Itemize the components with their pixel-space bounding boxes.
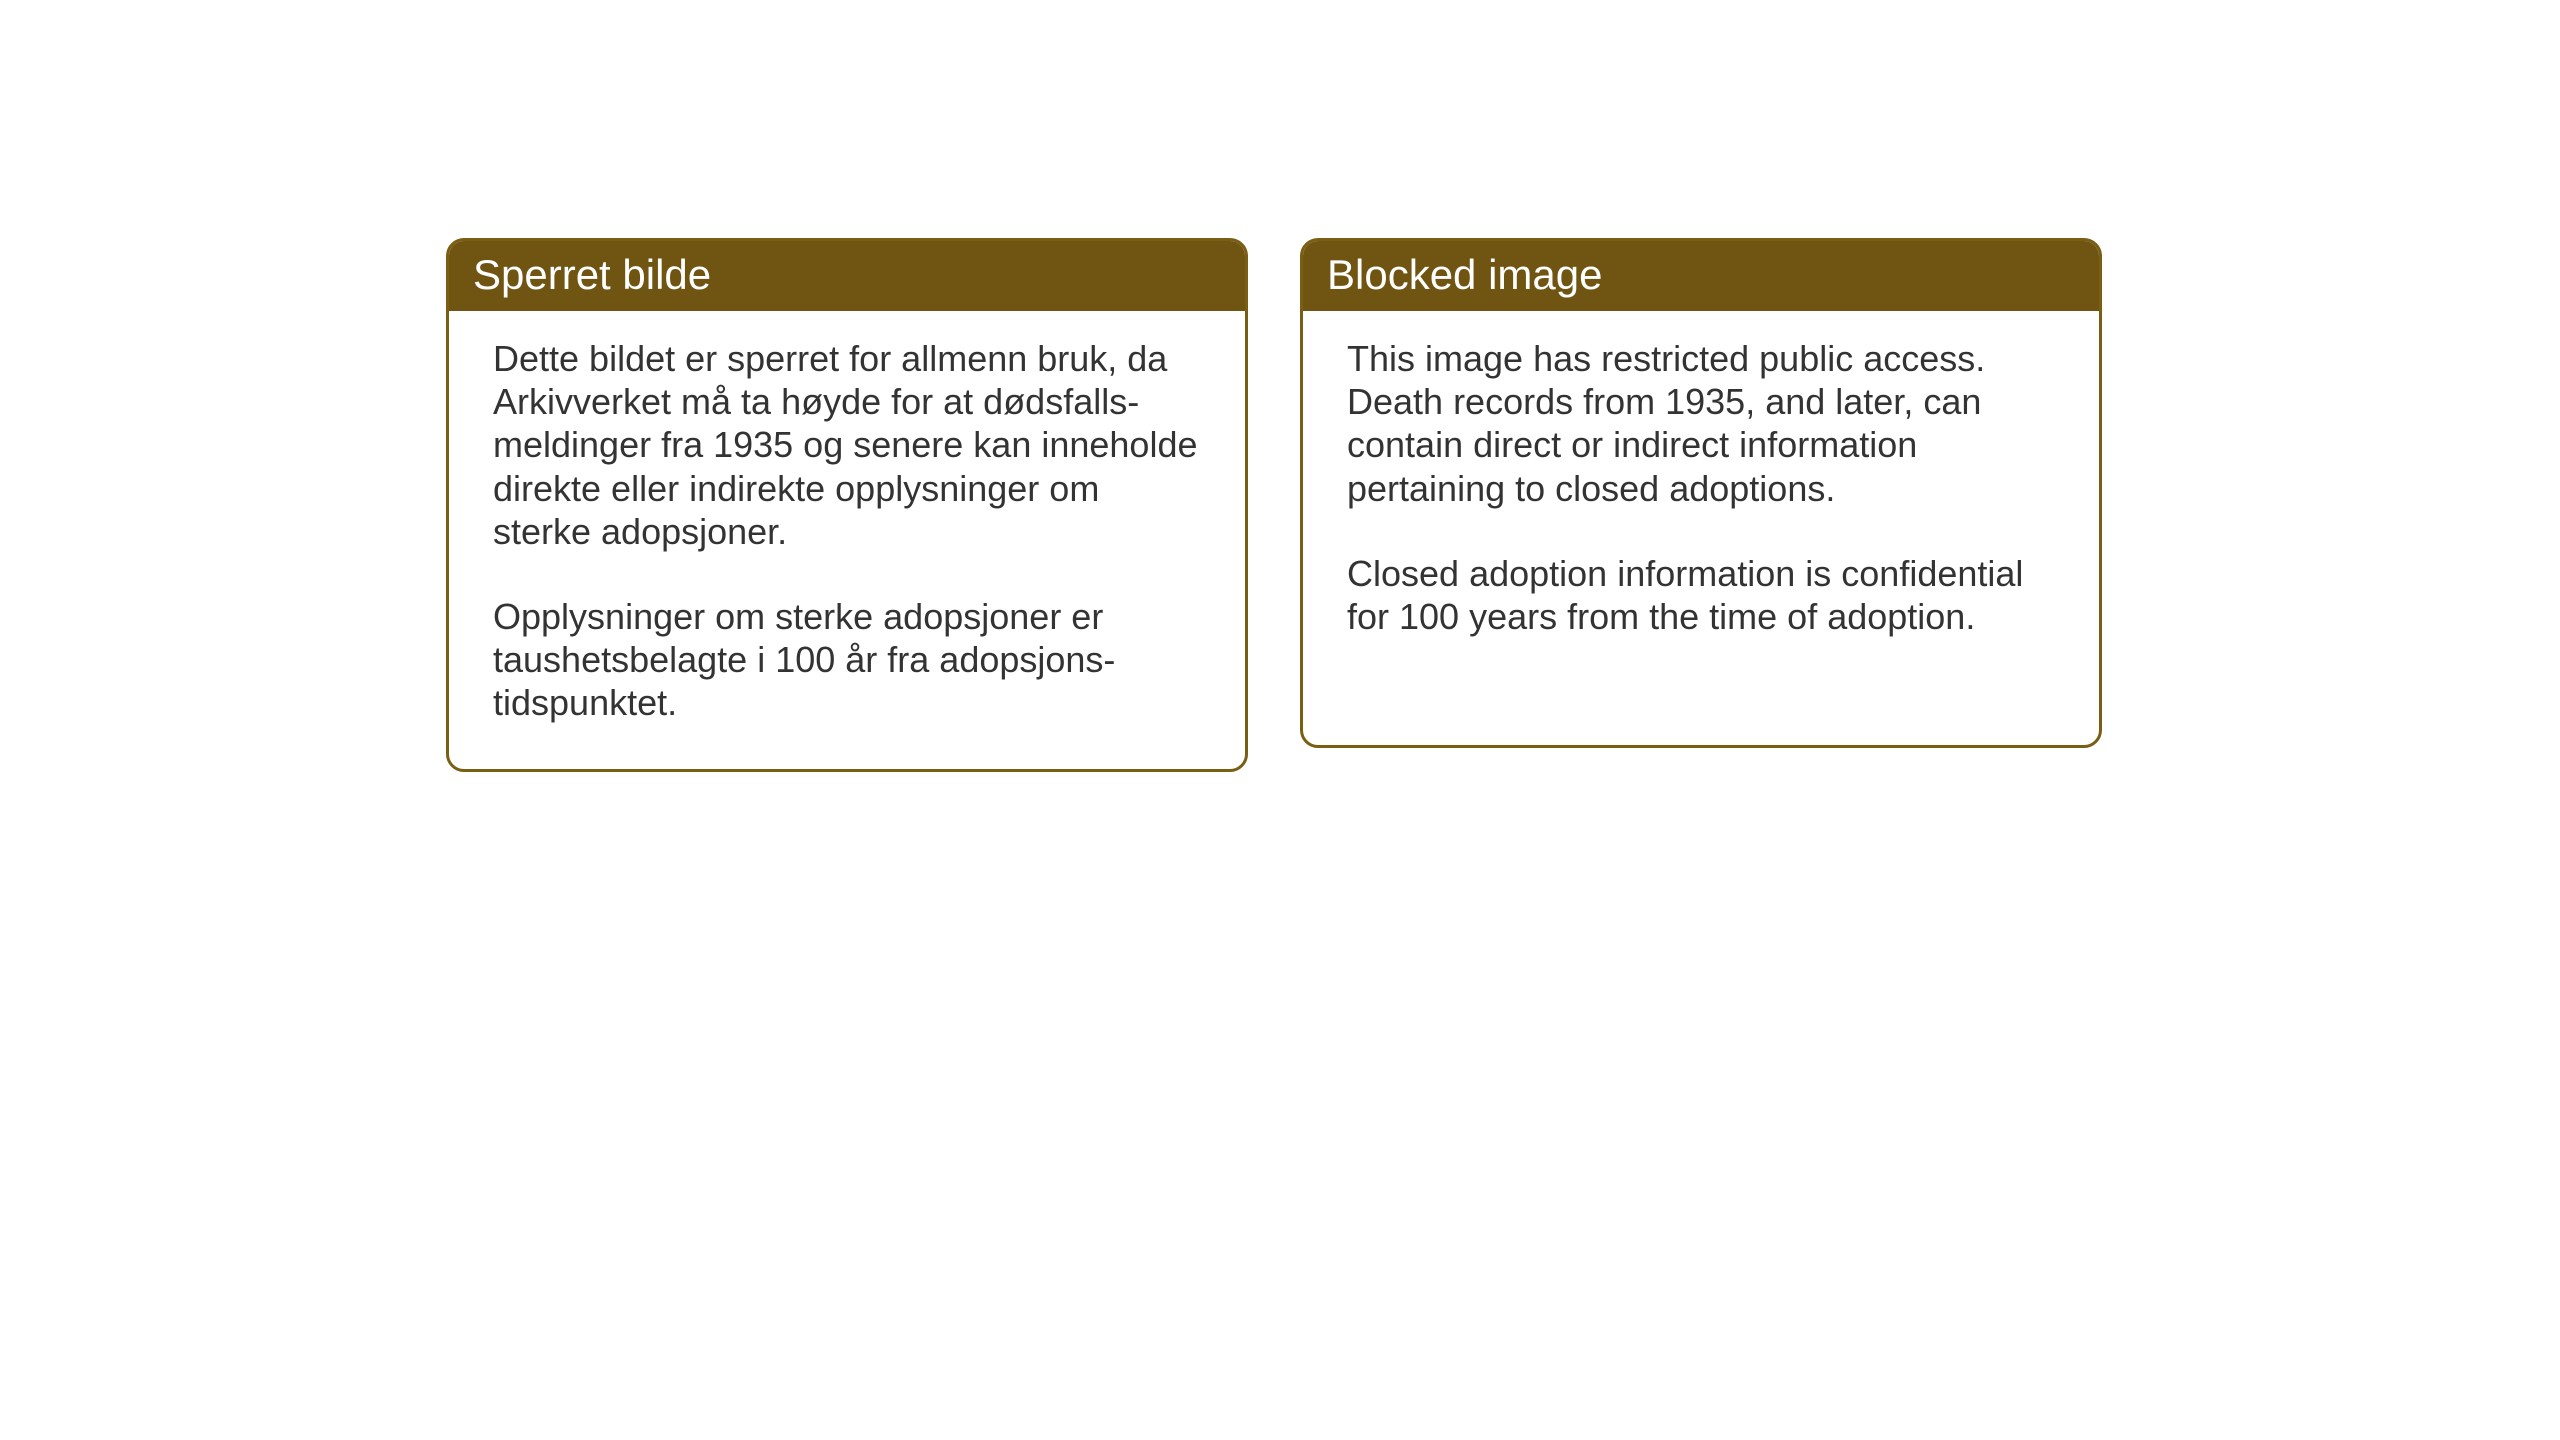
cards-container: Sperret bilde Dette bildet er sperret fo… [446,238,2102,772]
card-norwegian-body: Dette bildet er sperret for allmenn bruk… [449,311,1245,769]
card-english-paragraph-1: This image has restricted public access.… [1347,337,2055,510]
card-english-header: Blocked image [1303,241,2099,311]
card-norwegian-paragraph-2: Opplysninger om sterke adopsjoner er tau… [493,595,1201,725]
card-norwegian: Sperret bilde Dette bildet er sperret fo… [446,238,1248,772]
card-english-paragraph-2: Closed adoption information is confident… [1347,552,2055,638]
card-norwegian-header: Sperret bilde [449,241,1245,311]
card-english-title: Blocked image [1327,251,1602,298]
card-norwegian-paragraph-1: Dette bildet er sperret for allmenn bruk… [493,337,1201,553]
card-english-body: This image has restricted public access.… [1303,311,2099,682]
card-norwegian-title: Sperret bilde [473,251,711,298]
card-english: Blocked image This image has restricted … [1300,238,2102,748]
